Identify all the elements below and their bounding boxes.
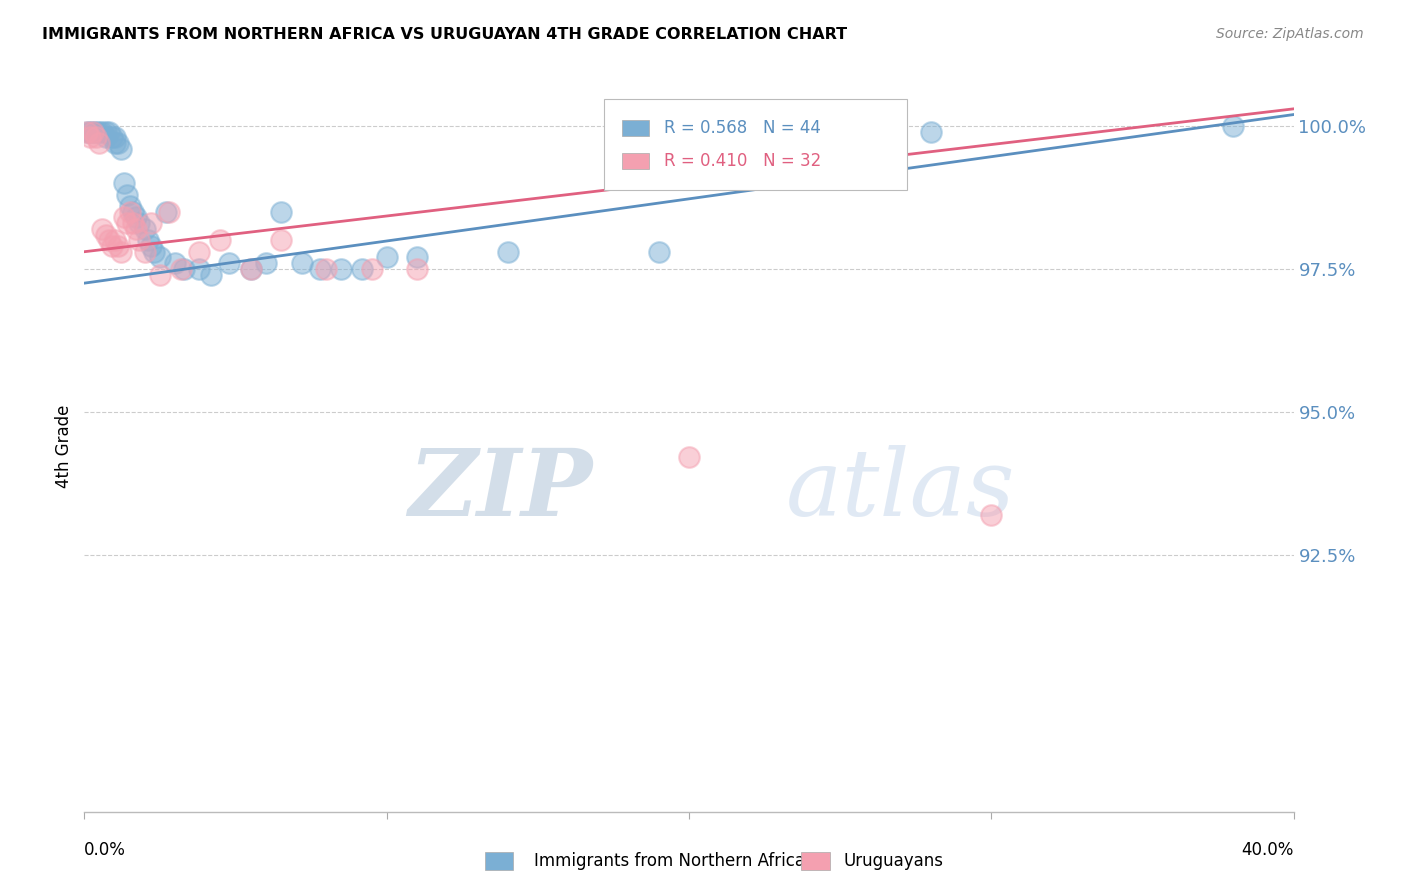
Point	[200, 268, 222, 282]
Point	[94, 125, 117, 139]
Point	[104, 233, 127, 247]
Point	[375, 251, 398, 265]
Point	[406, 261, 429, 276]
Point	[239, 261, 262, 276]
Point	[648, 244, 671, 259]
Point	[76, 125, 98, 139]
Point	[107, 136, 129, 150]
Point	[270, 233, 292, 247]
Point	[76, 125, 98, 139]
Point	[920, 125, 942, 139]
Point	[139, 216, 162, 230]
Point	[110, 142, 132, 156]
Point	[136, 233, 159, 247]
Point	[79, 125, 101, 139]
Point	[89, 125, 111, 139]
Point	[110, 244, 132, 259]
Point	[165, 256, 187, 270]
Point	[360, 261, 382, 276]
Bar	[623, 153, 650, 169]
Point	[125, 211, 148, 225]
Point	[94, 227, 117, 242]
Point	[496, 244, 519, 259]
Point	[79, 130, 101, 145]
Point	[678, 450, 700, 465]
Point	[980, 508, 1002, 522]
Text: Uruguayans: Uruguayans	[844, 852, 943, 870]
Point	[112, 211, 135, 225]
Point	[155, 204, 177, 219]
Point	[291, 256, 314, 270]
Point	[94, 130, 117, 145]
Point	[134, 244, 156, 259]
Point	[118, 204, 141, 219]
Text: Source: ZipAtlas.com: Source: ZipAtlas.com	[1216, 27, 1364, 41]
Point	[254, 256, 277, 270]
Point	[112, 176, 135, 190]
Point	[330, 261, 353, 276]
Point	[89, 136, 111, 150]
Text: 0.0%: 0.0%	[84, 841, 127, 859]
Point	[142, 244, 165, 259]
Point	[406, 251, 429, 265]
Point	[115, 216, 138, 230]
Point	[139, 239, 162, 253]
Point	[173, 261, 195, 276]
Point	[118, 199, 141, 213]
Text: R = 0.568   N = 44: R = 0.568 N = 44	[664, 119, 821, 136]
Text: atlas: atlas	[786, 445, 1015, 535]
Point	[239, 261, 262, 276]
Text: IMMIGRANTS FROM NORTHERN AFRICA VS URUGUAYAN 4TH GRADE CORRELATION CHART: IMMIGRANTS FROM NORTHERN AFRICA VS URUGU…	[42, 27, 848, 42]
Point	[1222, 119, 1244, 133]
Point	[188, 261, 211, 276]
Point	[128, 233, 150, 247]
Point	[104, 136, 127, 150]
Text: Immigrants from Northern Africa: Immigrants from Northern Africa	[534, 852, 806, 870]
Point	[121, 204, 143, 219]
Point	[104, 130, 127, 145]
Point	[309, 261, 332, 276]
Point	[128, 216, 150, 230]
Point	[100, 130, 122, 145]
Point	[125, 222, 148, 236]
Point	[149, 268, 172, 282]
Point	[91, 125, 114, 139]
Point	[97, 233, 120, 247]
Point	[82, 125, 104, 139]
Text: R = 0.410   N = 32: R = 0.410 N = 32	[664, 152, 821, 169]
Point	[82, 125, 104, 139]
Text: ZIP: ZIP	[408, 445, 592, 535]
Point	[86, 130, 108, 145]
Point	[91, 222, 114, 236]
Point	[86, 125, 108, 139]
Point	[149, 251, 172, 265]
Point	[157, 204, 180, 219]
FancyBboxPatch shape	[605, 99, 907, 190]
Point	[121, 216, 143, 230]
Text: 40.0%: 40.0%	[1241, 841, 1294, 859]
Point	[170, 261, 193, 276]
Point	[188, 244, 211, 259]
Point	[107, 239, 129, 253]
Bar	[623, 120, 650, 136]
Point	[218, 256, 240, 270]
Point	[270, 204, 292, 219]
Point	[115, 187, 138, 202]
Point	[97, 125, 120, 139]
Point	[315, 261, 337, 276]
Y-axis label: 4th Grade: 4th Grade	[55, 404, 73, 488]
Point	[352, 261, 374, 276]
Point	[209, 233, 232, 247]
Point	[134, 222, 156, 236]
Point	[100, 239, 122, 253]
